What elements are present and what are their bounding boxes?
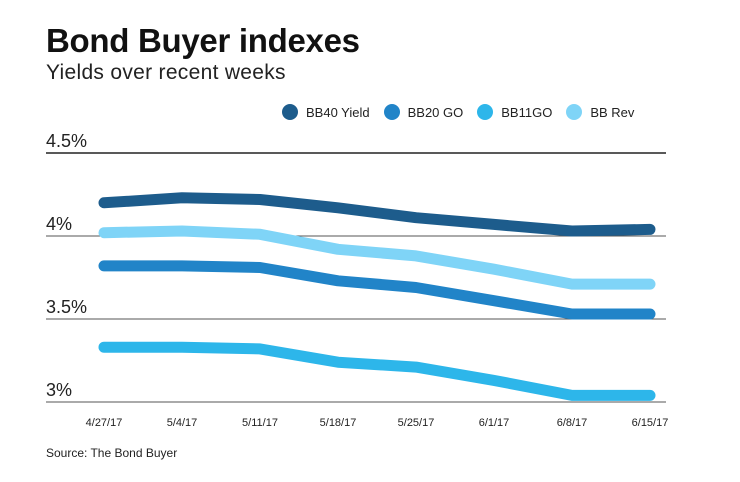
legend-swatch-bbrev	[566, 104, 583, 120]
series-line-bbrev	[98, 225, 656, 290]
chart-subtitle: Yields over recent weeks	[46, 61, 286, 84]
legend-item-bb11: BB11GO	[477, 104, 552, 120]
y-tick-label: 3%	[46, 380, 72, 400]
x-axis-ticks: 4/27/17 5/4/17 5/11/17 5/18/17 5/25/17 6/1/17…	[86, 417, 669, 429]
chart-title: Bond Buyer indexes	[46, 22, 360, 59]
series-lines	[98, 192, 656, 401]
x-tick-label: 6/8/17	[557, 417, 588, 429]
legend-label-bbrev: BB Rev	[590, 104, 635, 120]
legend-item-bb40: BB40 Yield	[282, 104, 370, 120]
legend-item-bb20: BB20 GO	[383, 104, 464, 120]
y-tick-label: 3.5%	[46, 297, 87, 317]
legend-swatch-bb20	[383, 104, 400, 120]
y-tick-label: 4.5%	[46, 131, 87, 151]
legend: BB40 Yield BB20 GO BB11GO BB Rev	[282, 104, 648, 120]
legend-item-bbrev: BB Rev	[566, 104, 634, 120]
source-note: Source: The Bond Buyer	[46, 446, 178, 460]
legend-swatch-bb40	[282, 104, 298, 120]
legend-label-bb40: BB40 Yield	[306, 104, 370, 120]
x-tick-label: 6/15/17	[632, 417, 669, 429]
x-tick-label: 5/25/17	[398, 417, 435, 429]
legend-swatch-bb11	[477, 104, 494, 120]
series-line-bb20	[98, 260, 656, 320]
gridlines	[46, 152, 666, 403]
y-tick-label: 4%	[46, 214, 72, 234]
x-tick-label: 6/1/17	[479, 417, 510, 429]
series-line-bb11	[98, 341, 656, 401]
x-tick-label: 5/18/17	[320, 417, 357, 429]
y-axis-ticks: 4.5% 4% 3.5% 3%	[46, 131, 87, 400]
legend-label-bb11: BB11GO	[501, 104, 553, 120]
x-tick-label: 4/27/17	[86, 417, 123, 429]
series-line-bb40	[98, 192, 656, 237]
x-tick-label: 5/4/17	[167, 417, 198, 429]
legend-label-bb20: BB20 GO	[407, 104, 464, 120]
x-tick-label: 5/11/17	[242, 417, 278, 429]
